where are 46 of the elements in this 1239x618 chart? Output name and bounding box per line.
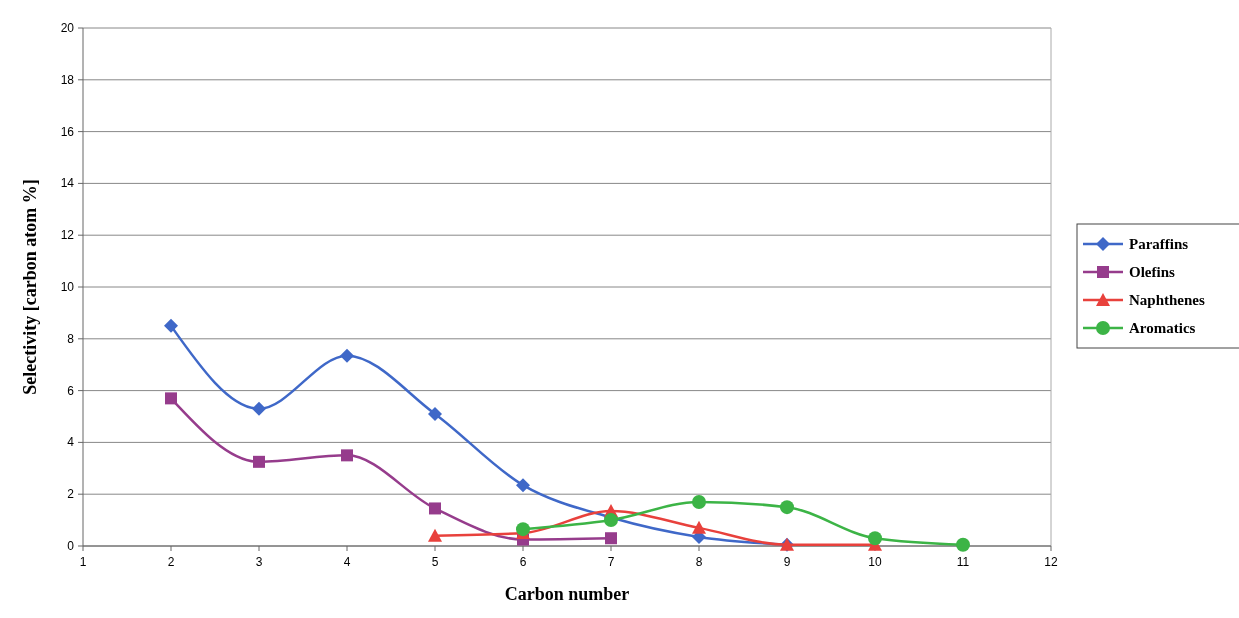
y-tick-label: 10 <box>60 280 75 294</box>
x-tick-label: 5 <box>431 555 439 569</box>
point <box>780 500 794 515</box>
point <box>252 401 266 416</box>
y-tick-label: 20 <box>60 21 75 35</box>
y-tick-label: 0 <box>67 539 75 553</box>
point <box>516 478 530 493</box>
x-tick-label: 3 <box>255 555 263 569</box>
x-tick-label: 6 <box>519 555 527 569</box>
y-tick-label: 14 <box>60 176 75 191</box>
point <box>692 520 706 534</box>
y-tick-label: 12 <box>60 228 75 243</box>
x-tick-label: 1 <box>79 555 87 569</box>
point <box>605 532 617 545</box>
point <box>868 531 882 546</box>
y-tick-label: 16 <box>60 124 75 139</box>
point <box>428 406 442 421</box>
point <box>165 392 177 405</box>
point <box>429 502 441 515</box>
x-tick-label: 12 <box>1044 555 1058 569</box>
x-axis-title: Carbon number <box>504 584 630 604</box>
point <box>341 449 353 462</box>
y-tick-label: 6 <box>67 383 75 398</box>
x-tick-label: 7 <box>607 555 615 569</box>
legend-label: Paraffins <box>1129 236 1189 252</box>
x-tick-label: 10 <box>868 555 882 569</box>
y-tick-label: 2 <box>67 487 75 502</box>
point <box>956 537 970 552</box>
point <box>692 494 706 509</box>
x-tick-label: 8 <box>695 555 703 569</box>
legend-label: Aromatics <box>1129 320 1196 336</box>
legend-label: Naphthenes <box>1129 292 1206 308</box>
x-tick-label: 11 <box>956 555 970 569</box>
x-tick-label: 4 <box>343 555 351 569</box>
point <box>516 522 530 537</box>
point <box>340 348 354 363</box>
y-tick-label: 4 <box>67 435 75 450</box>
y-tick-label: 18 <box>60 72 75 87</box>
x-tick-label: 9 <box>783 555 791 569</box>
y-tick-label: 8 <box>67 331 75 346</box>
legend-label: Olefins <box>1129 264 1175 280</box>
x-tick-label: 2 <box>167 555 175 569</box>
point <box>253 455 265 468</box>
y-axis-title: Selectivity [carbon atom %] <box>20 179 40 395</box>
point <box>428 528 442 542</box>
point <box>164 318 178 333</box>
